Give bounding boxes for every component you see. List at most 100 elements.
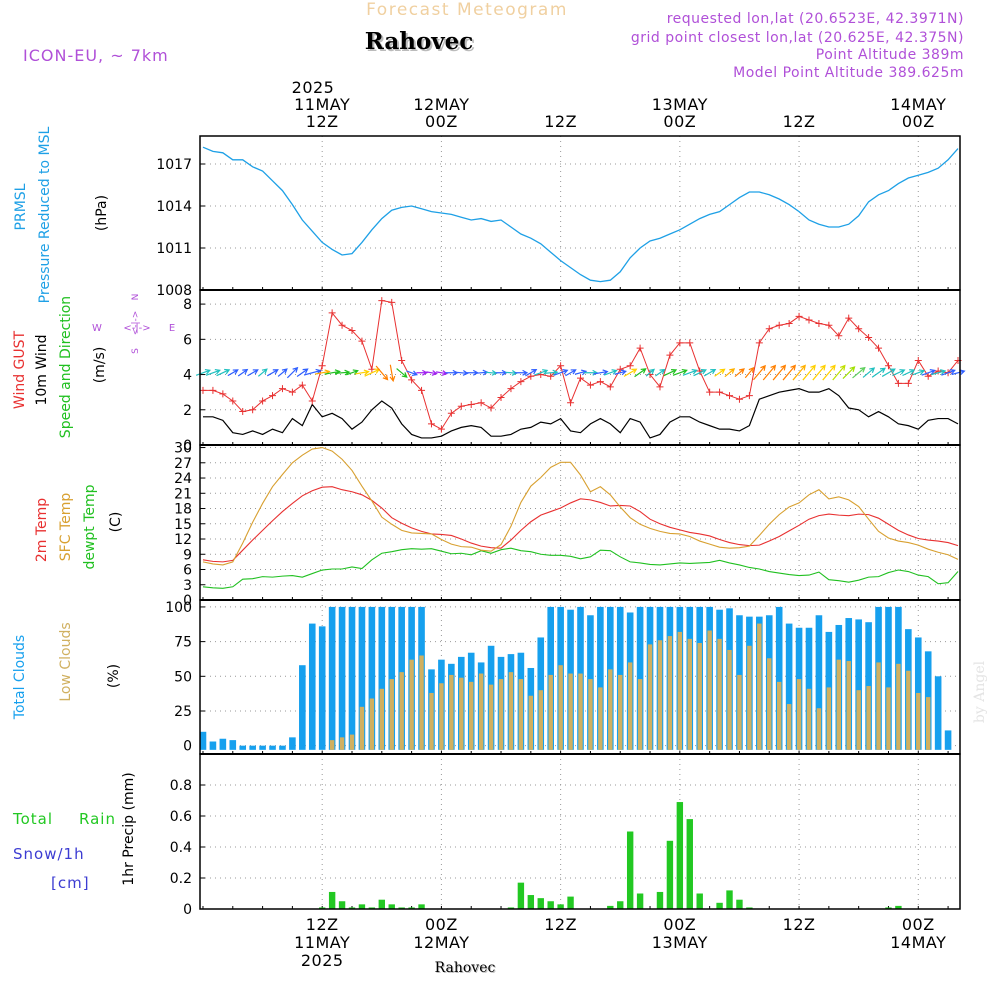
- gust-marker: [219, 390, 227, 398]
- wind-direction-arrow: [703, 368, 717, 377]
- total-cloud-bar: [358, 606, 366, 750]
- wind-direction-arrow: [663, 369, 678, 377]
- wind-dir-title: Speed and Direction: [58, 296, 74, 438]
- wind-direction-arrow: [832, 364, 846, 381]
- total-cloud-bar: [944, 730, 952, 750]
- wind-direction-arrow: [553, 369, 569, 376]
- wind-direction-arrow: [614, 369, 627, 376]
- gust-marker: [437, 425, 445, 433]
- wind-direction-arrow: [334, 369, 351, 376]
- low-cloud-bar: [767, 658, 772, 750]
- y-tick-label: 50: [174, 669, 192, 685]
- gust-marker: [487, 404, 495, 412]
- y-tick-label: 1017: [156, 157, 192, 173]
- low-cloud-bar: [627, 662, 633, 750]
- wind-direction-arrow: [277, 368, 288, 377]
- wind-direction-arrow: [303, 368, 322, 376]
- low-cloud-bar: [806, 688, 812, 750]
- wind-direction-arrow: [205, 368, 221, 376]
- wind-direction-arrow: [565, 369, 577, 377]
- total-cloud-bar: [855, 619, 862, 750]
- gust-marker: [755, 339, 763, 347]
- time-label-top: 00Z: [902, 112, 935, 131]
- wind-direction-arrow: [195, 368, 212, 376]
- gust-marker: [567, 399, 575, 407]
- compass-ns-arrow: <-|->: [131, 311, 141, 336]
- low-cloud-bar: [896, 663, 901, 750]
- wind-direction-arrow: [714, 368, 726, 377]
- low-cloud-bar: [886, 687, 891, 750]
- low-cloud-bar: [697, 643, 702, 750]
- compass-we-arrow: <-|->: [123, 323, 150, 334]
- gust-marker: [239, 408, 247, 416]
- low-cloud-bar: [846, 661, 851, 750]
- gust-marker: [616, 365, 624, 373]
- gust-marker: [855, 325, 863, 333]
- low-cloud-bar: [826, 687, 832, 750]
- time-label-bottom: 14MAY: [890, 933, 946, 952]
- wind-direction-arrow: [802, 364, 816, 381]
- low-cloud-bar: [836, 659, 841, 750]
- rain-bar: [666, 840, 674, 909]
- rain-bar: [557, 904, 564, 909]
- temp-unit: (C): [108, 512, 124, 533]
- gust-marker: [666, 351, 674, 359]
- gust-marker: [875, 344, 883, 352]
- low-cloud-bar: [359, 706, 365, 750]
- low-cloud-bar: [816, 708, 822, 750]
- total-cloud-bar: [209, 741, 217, 750]
- wind-direction-arrow: [485, 369, 498, 376]
- gust-marker: [805, 316, 813, 324]
- wind-direction-arrow: [436, 370, 448, 376]
- gust-marker: [706, 388, 714, 396]
- rain-bar: [686, 819, 693, 909]
- low-cloud-bar: [369, 698, 375, 750]
- rain-bar: [547, 901, 554, 909]
- gust-marker: [348, 327, 356, 335]
- rain-bar: [895, 905, 902, 909]
- wind-direction-arrow: [753, 364, 766, 381]
- gust-marker: [596, 378, 604, 386]
- wind-direction-arrow: [426, 370, 438, 376]
- cloud-unit: (%): [106, 664, 122, 688]
- y-tick-label: 24: [174, 471, 192, 487]
- wind-direction-arrow: [416, 369, 428, 376]
- low-cloud-bar: [508, 672, 514, 750]
- low-cloud-bar: [449, 674, 454, 750]
- gust-marker: [259, 397, 267, 405]
- gust-marker: [775, 321, 783, 329]
- wind-direction-arrow: [682, 368, 698, 376]
- low-cloud-bar: [657, 640, 663, 750]
- gust-marker: [735, 395, 743, 403]
- low-cloud-bar: [618, 674, 623, 750]
- low-cloud-bar: [469, 681, 474, 750]
- gust-marker: [249, 406, 257, 414]
- wind-direction-arrow: [216, 368, 231, 377]
- gust-marker: [726, 392, 734, 400]
- total-cloud-bar: [299, 665, 306, 750]
- low-cloud-bar: [667, 636, 673, 750]
- time-label-top: 14MAY: [890, 95, 946, 114]
- precip-total-label: Total: [12, 810, 53, 828]
- wind-direction-arrow: [951, 369, 966, 376]
- wind-direction-arrow: [237, 368, 249, 377]
- rain-bar: [338, 901, 346, 909]
- panel-frame: [199, 753, 961, 910]
- rain-bar: [398, 907, 405, 909]
- time-label-top: 12Z: [783, 112, 816, 131]
- gust-marker: [457, 402, 465, 410]
- low-cloud-bar: [876, 662, 881, 750]
- model-label: ICON-EU, ~ 7km: [23, 46, 169, 65]
- wind-direction-arrow: [247, 369, 259, 377]
- low-cloud-bar: [459, 677, 464, 750]
- wind-direction-arrow: [655, 368, 666, 377]
- wind-direction-arrow: [355, 369, 370, 376]
- dewpt-title: dewpt Temp: [82, 484, 98, 569]
- gust-marker: [408, 376, 416, 384]
- low-cloud-bar: [717, 638, 722, 750]
- wind-speed-line: [202, 387, 959, 439]
- y-tick-label: 2: [183, 403, 192, 419]
- rain-bar: [328, 891, 336, 909]
- low-cloud-bar: [598, 687, 603, 750]
- gust-marker: [288, 388, 296, 396]
